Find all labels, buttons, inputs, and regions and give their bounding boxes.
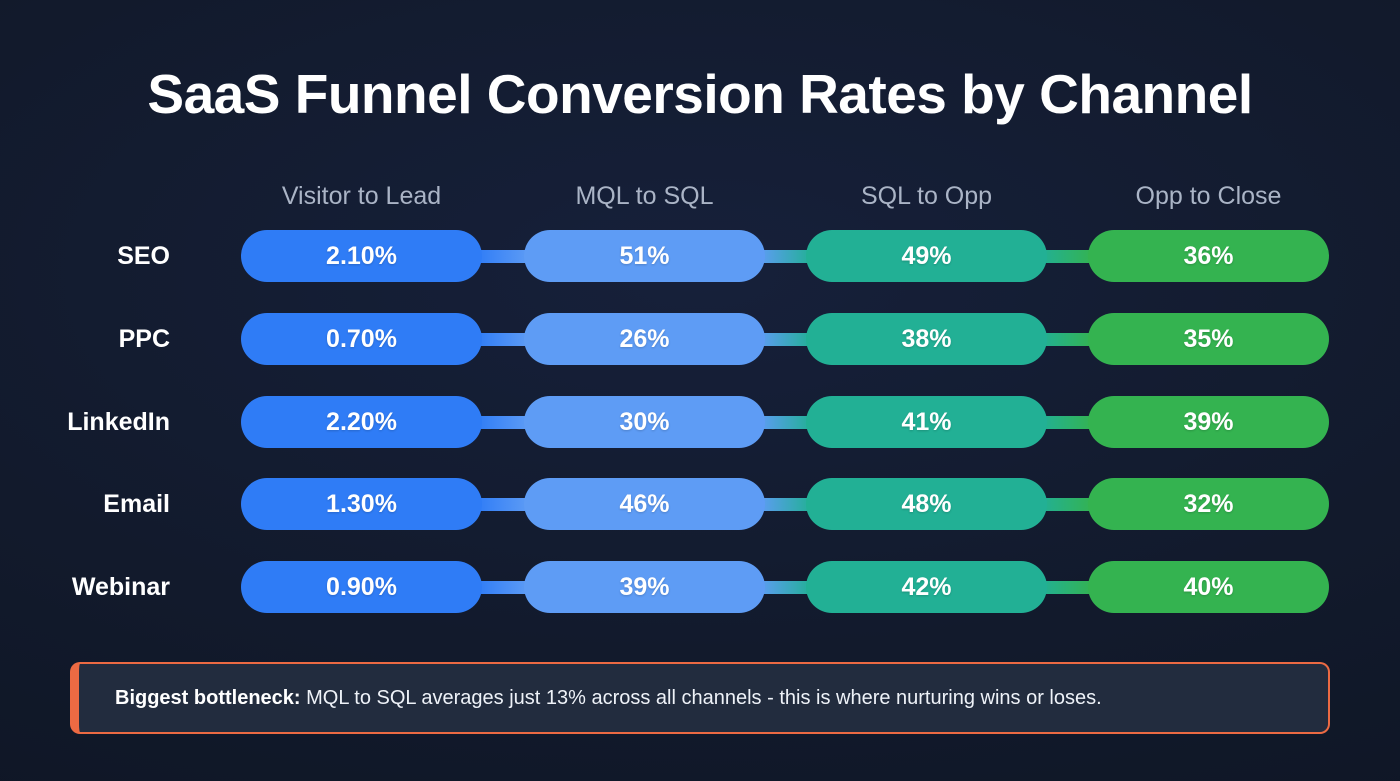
conversion-pill: 30% (524, 396, 765, 448)
column-header-2: MQL to SQL (575, 182, 714, 210)
conversion-pill: 38% (806, 313, 1047, 365)
stage-connector (1041, 332, 1094, 346)
conversion-pill: 48% (806, 478, 1047, 530)
conversion-pill: 0.70% (241, 313, 482, 365)
conversion-pill: 40% (1088, 561, 1329, 613)
stage-connector (759, 249, 812, 263)
stage-connector (1041, 497, 1094, 511)
stage-connector (1041, 415, 1094, 429)
conversion-pill: 42% (806, 561, 1047, 613)
insight-callout-text: Biggest bottleneck: MQL to SQL averages … (115, 685, 1102, 711)
row-label-2: PPC (118, 325, 170, 353)
conversion-pill: 41% (806, 396, 1047, 448)
stage-connector (759, 580, 812, 594)
conversion-pill: 39% (1088, 396, 1329, 448)
row-label-5: Webinar (71, 573, 170, 601)
stage-connector (1041, 580, 1094, 594)
column-header-3: SQL to Opp (860, 182, 993, 210)
conversion-pill: 2.10% (241, 230, 482, 282)
insight-callout-lead: Biggest bottleneck: (115, 687, 301, 709)
column-header-1: Visitor to Lead (281, 182, 442, 210)
conversion-pill: 39% (524, 561, 765, 613)
row-label-1: SEO (117, 242, 170, 270)
conversion-pill: 49% (806, 230, 1047, 282)
insight-callout: Biggest bottleneck: MQL to SQL averages … (70, 662, 1330, 734)
stage-connector (759, 332, 812, 346)
conversion-pill: 0.90% (241, 561, 482, 613)
stage-connector (759, 497, 812, 511)
conversion-pill: 1.30% (241, 478, 482, 530)
conversion-pill: 51% (524, 230, 765, 282)
stage-connector (476, 580, 530, 594)
page-title: SaaS Funnel Conversion Rates by Channel (147, 63, 1253, 125)
stage-connector (476, 249, 530, 263)
conversion-pill: 32% (1088, 478, 1329, 530)
insight-callout-body: MQL to SQL averages just 13% across all … (300, 687, 1102, 709)
row-label-4: Email (103, 490, 170, 518)
stage-connector (1041, 249, 1094, 263)
stage-connector (476, 415, 530, 429)
conversion-pill: 46% (524, 478, 765, 530)
conversion-pill: 2.20% (241, 396, 482, 448)
stage-connector (759, 415, 812, 429)
stage-connector (476, 497, 530, 511)
conversion-pill: 26% (524, 313, 765, 365)
conversion-pill: 36% (1088, 230, 1329, 282)
stage-connector (476, 332, 530, 346)
row-label-3: LinkedIn (67, 408, 170, 436)
column-header-4: Opp to Close (1135, 182, 1282, 210)
conversion-pill: 35% (1088, 313, 1329, 365)
